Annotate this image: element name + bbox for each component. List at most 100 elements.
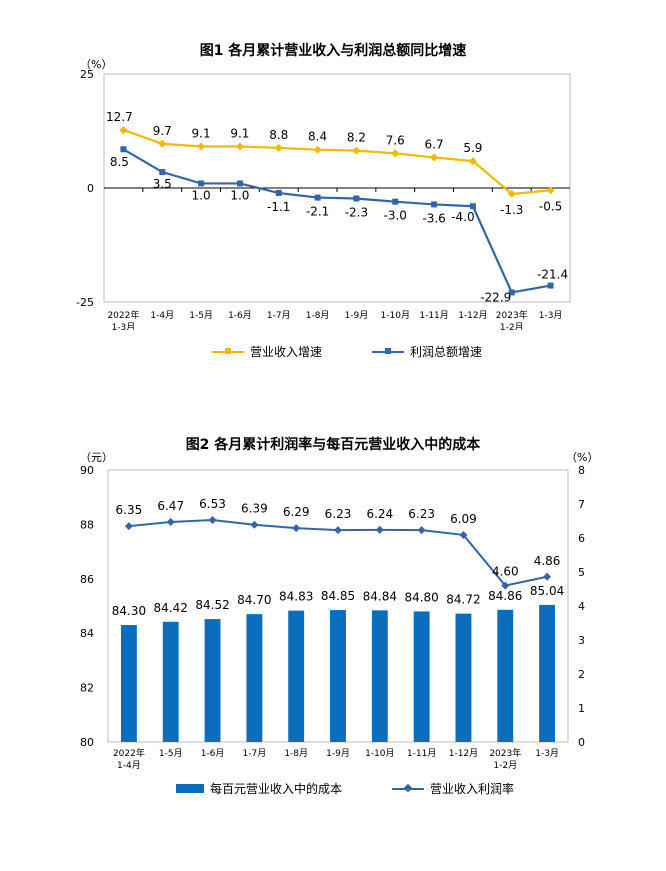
x-tick-label: 2023年: [496, 309, 528, 321]
chart2-legend-cost: 每百元营业收入中的成本: [176, 780, 342, 797]
cost-bar: [162, 621, 179, 742]
cost-bar: [330, 610, 346, 742]
data-label: 6.7: [425, 137, 444, 151]
revenue-point: [158, 139, 167, 148]
margin-value-label: 6.09: [450, 512, 477, 526]
revenue-point: [468, 157, 477, 166]
margin-value-label: 6.39: [241, 502, 268, 516]
cost-bar: [413, 611, 430, 742]
y-right-tick-label: 8: [578, 464, 585, 477]
bar-value-label: 84.86: [488, 589, 522, 603]
x-tick-label: 1-6月: [228, 310, 252, 321]
profit-point: [547, 282, 554, 289]
chart2-legend-margin: 营业收入利润率: [392, 780, 514, 797]
data-label: 1.0: [230, 188, 249, 202]
profit-point: [159, 169, 166, 176]
data-label: -2.3: [345, 205, 368, 219]
bar-value-label: 84.84: [363, 589, 397, 603]
data-label: 1.0: [192, 188, 211, 202]
margin-value-label: 6.47: [157, 499, 184, 513]
data-label: -1.1: [267, 200, 290, 214]
x-tick-label: 1-12月: [458, 310, 487, 321]
cost-bar: [371, 610, 388, 742]
data-label: 7.6: [386, 133, 405, 147]
data-label: -21.4: [537, 268, 568, 282]
y-left-tick-label: 90: [80, 464, 94, 477]
data-label: -0.5: [539, 199, 562, 213]
margin-value-label: 6.29: [283, 505, 310, 519]
x-tick-label: 1-7月: [243, 748, 267, 759]
data-label: 9.1: [192, 127, 211, 141]
revenue-point: [352, 146, 361, 155]
profit-point: [508, 289, 515, 296]
legend-line-marker-icon: [392, 783, 424, 792]
revenue-point: [235, 142, 244, 151]
y-right-tick-label: 1: [578, 702, 585, 715]
margin-value-label: 4.86: [534, 554, 561, 568]
profit-point: [275, 190, 282, 197]
bar-value-label: 84.52: [195, 598, 229, 612]
margin-value-label: 6.24: [366, 507, 393, 521]
series-line-revenue: [123, 129, 551, 196]
legend-bar-icon: [176, 784, 204, 793]
legend-label: 营业收入利润率: [430, 782, 515, 796]
revenue-point: [430, 153, 439, 162]
cost-bar: [204, 619, 221, 742]
x-tick-label: 1-5月: [189, 310, 213, 321]
data-label: -3.6: [422, 211, 445, 225]
y-right-tick-label: 6: [578, 532, 585, 545]
data-label: -3.0: [384, 209, 407, 223]
x-tick-label: 1-3月: [539, 310, 563, 321]
data-label: -2.1: [306, 205, 329, 219]
x-tick-label: 1-2月: [500, 322, 524, 330]
x-tick-label: 1-8月: [306, 310, 330, 321]
data-label: 12.7: [106, 110, 133, 124]
margin-value-label: 4.60: [492, 565, 519, 579]
margin-value-label: 6.35: [116, 503, 143, 517]
data-label: 9.1: [230, 127, 249, 141]
y-tick-label: 0: [87, 182, 94, 195]
profit-point: [198, 180, 205, 187]
margin-point: [292, 524, 301, 533]
bar-value-label: 84.30: [112, 604, 146, 618]
legend-label: 每百元营业收入中的成本: [210, 782, 343, 796]
revenue-point: [391, 149, 400, 158]
data-label: 5.9: [463, 141, 482, 155]
chart1-title: 图1 各月累计营业收入与利润总额同比增速: [199, 43, 467, 59]
y-left-tick-label: 84: [80, 627, 94, 640]
cost-bar: [455, 613, 472, 742]
legend-line-marker-icon: [372, 347, 404, 354]
bar-value-label: 84.70: [237, 593, 271, 607]
x-tick-label: 1-11月: [407, 748, 436, 759]
margin-point: [501, 581, 510, 590]
margin-value-label: 6.53: [199, 497, 226, 511]
margin-point: [166, 518, 175, 527]
revenue-point: [119, 126, 128, 135]
x-tick-label: 1-9月: [326, 748, 350, 759]
cost-bar: [120, 625, 137, 742]
margin-point: [124, 522, 133, 531]
data-label: 9.7: [153, 124, 172, 138]
data-label: -4.0: [451, 210, 474, 224]
x-tick-label: 1-10月: [365, 748, 394, 759]
revenue-point: [507, 189, 516, 198]
profit-point: [469, 203, 476, 210]
x-tick-label: 1-4月: [150, 310, 174, 321]
profit-point: [314, 194, 321, 201]
profit-point: [431, 201, 438, 208]
y-right-tick-label: 5: [578, 566, 585, 579]
legend-label: 利润总额增速: [410, 345, 483, 359]
y-left-tick-label: 82: [80, 682, 94, 695]
profit-point: [392, 198, 399, 205]
data-label: 8.5: [110, 155, 129, 169]
data-label: 8.2: [347, 131, 366, 145]
margin-point: [334, 526, 342, 535]
x-tick-label: 1-9月: [345, 310, 369, 321]
profit-point: [236, 180, 243, 187]
x-tick-label: 1-5月: [159, 748, 183, 759]
y-left-tick-label: 80: [80, 736, 94, 749]
y-left-tick-label: 88: [80, 518, 94, 531]
chart2-right-unit: （%）: [566, 451, 599, 464]
margin-point: [417, 526, 426, 535]
